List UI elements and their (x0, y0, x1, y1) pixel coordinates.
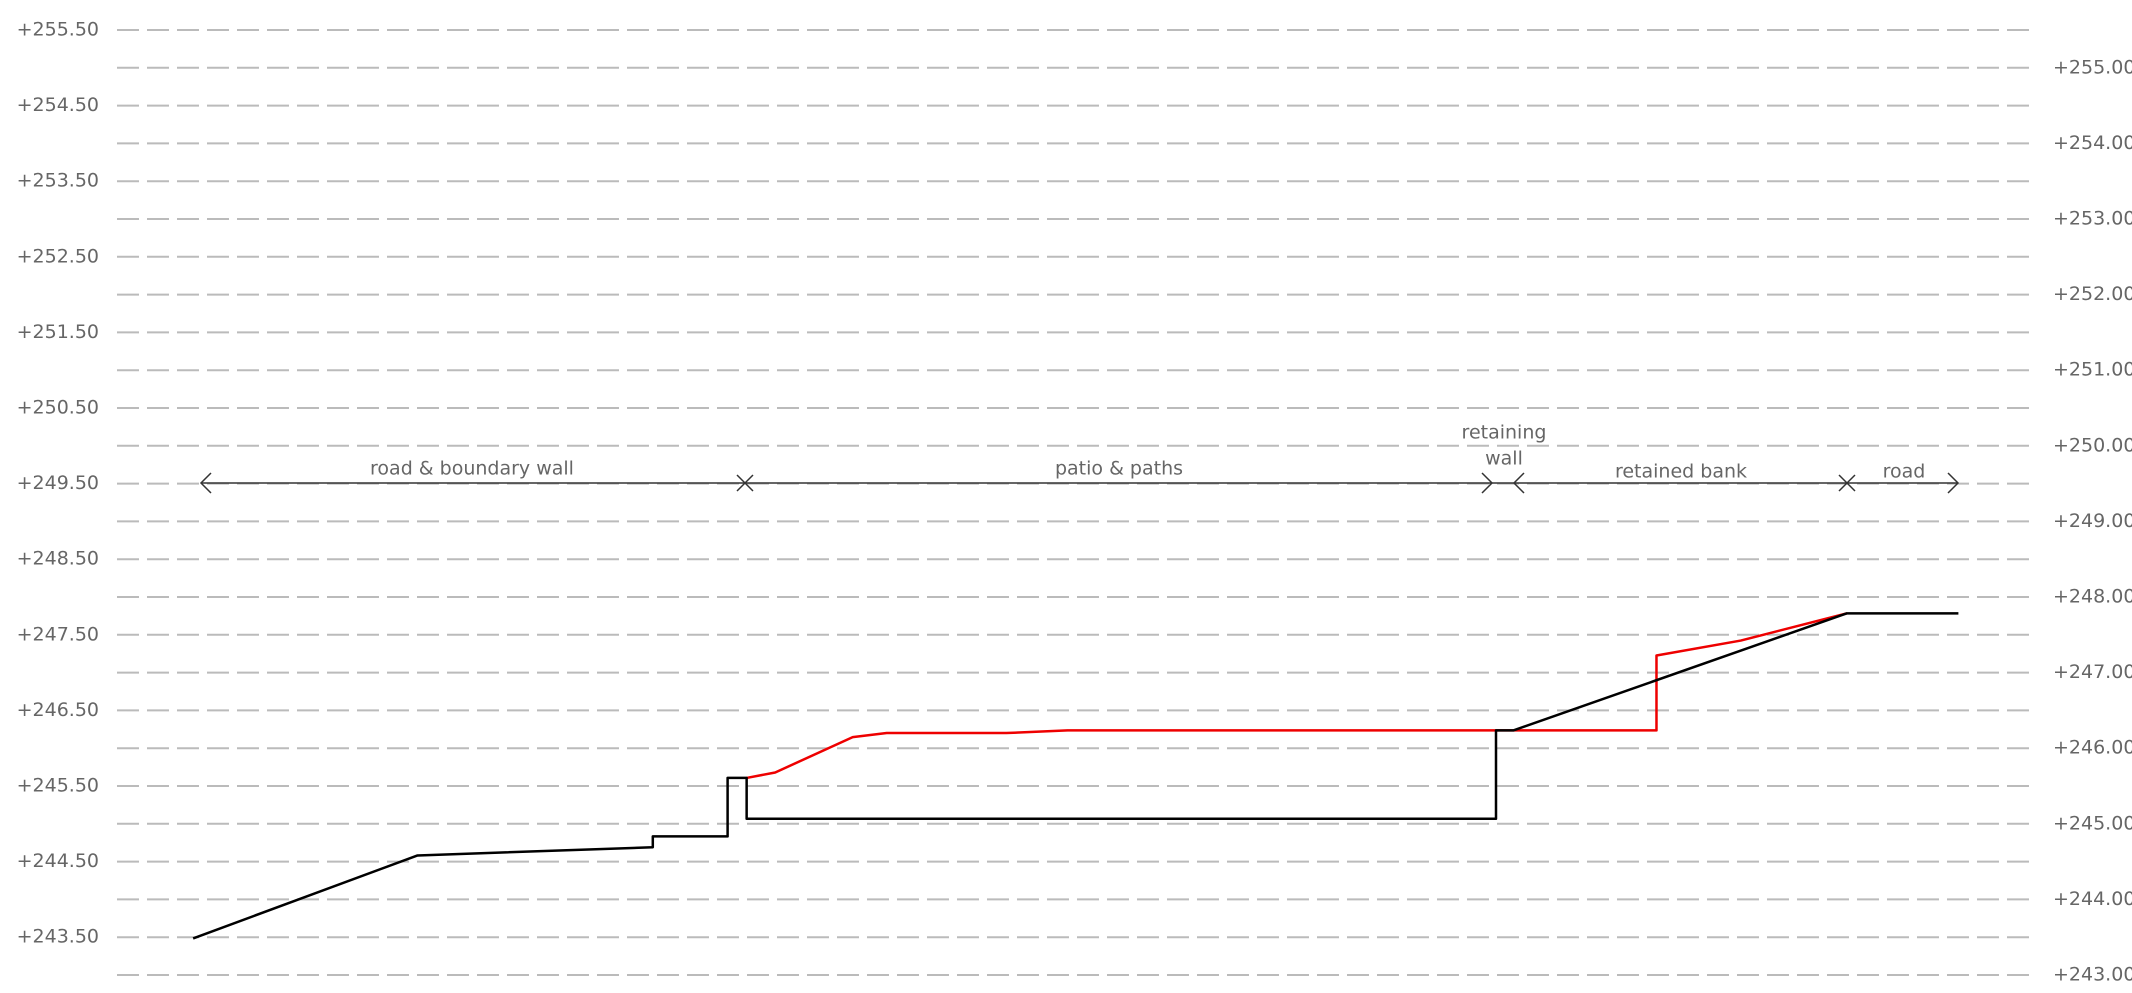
level-label-left: +247.50 (17, 623, 99, 645)
level-label-left: +246.50 (17, 699, 99, 721)
level-label-right: +252.00 (2053, 283, 2132, 305)
zone-label: patio & paths (1055, 458, 1183, 480)
level-label-left: +254.50 (17, 94, 99, 116)
level-label-left: +252.50 (17, 245, 99, 267)
zone-label: road (1883, 461, 1926, 483)
level-label-left: +251.50 (17, 321, 99, 343)
zone-label: road & boundary wall (370, 458, 574, 480)
level-label-right: +251.00 (2053, 359, 2132, 381)
level-label-left: +245.50 (17, 775, 99, 797)
dimension-line (199, 472, 1960, 494)
profiles (193, 613, 1958, 938)
proposed-profile (747, 613, 1847, 778)
level-label-left: +255.50 (17, 19, 99, 41)
level-label-right: +246.00 (2053, 737, 2132, 759)
zone-label: retaining (1462, 422, 1547, 444)
level-label-left: +250.50 (17, 397, 99, 419)
level-grid (117, 29, 2036, 976)
level-label-left: +253.50 (17, 170, 99, 192)
level-label-right: +245.00 (2053, 812, 2132, 834)
level-label-left: +248.50 (17, 548, 99, 570)
level-label-right: +248.00 (2053, 586, 2132, 608)
level-label-right: +254.00 (2053, 132, 2132, 154)
zone-label: retained bank (1615, 461, 1747, 483)
level-label-left: +244.50 (17, 850, 99, 872)
level-label-left: +243.50 (17, 926, 99, 948)
level-label-right: +253.00 (2053, 208, 2132, 230)
level-label-left: +249.50 (17, 472, 99, 494)
zone-label: wall (1485, 448, 1523, 470)
level-label-right: +244.00 (2053, 888, 2132, 910)
level-label-right: +249.00 (2053, 510, 2132, 532)
level-label-right: +243.00 (2053, 964, 2132, 986)
level-label-right: +247.00 (2053, 661, 2132, 683)
level-label-right: +250.00 (2053, 434, 2132, 456)
level-label-right: +255.00 (2053, 56, 2132, 78)
existing-profile (193, 613, 1958, 938)
